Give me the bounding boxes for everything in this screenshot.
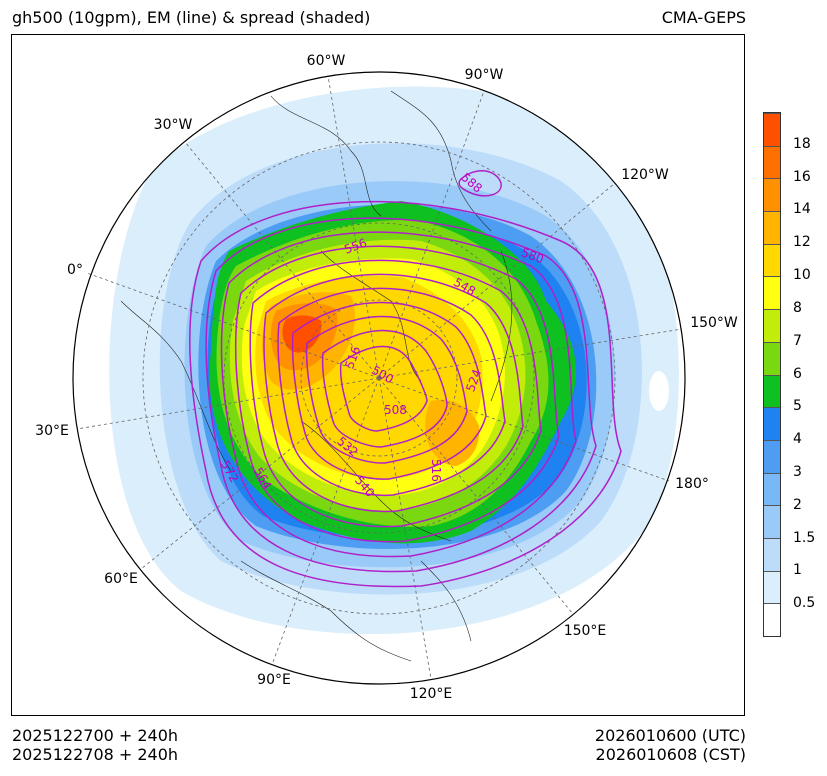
- model-name: CMA-GEPS: [661, 8, 746, 27]
- lon-label: 120°E: [410, 686, 453, 702]
- colorbar-tick-label: 6: [793, 365, 802, 382]
- contour-label: 508: [384, 403, 407, 417]
- colorbar-segment: [764, 603, 780, 636]
- longitude-labels: 60°W 90°W 30°W 120°W 0° 150°W 30°E 180° …: [35, 53, 738, 702]
- colorbar-segment: [764, 178, 780, 212]
- init-time: 2025122700 + 240h 2025122708 + 240h: [12, 726, 178, 764]
- colorbar-tick-label: 1.5: [793, 529, 816, 546]
- lon-label: 90°E: [257, 672, 291, 688]
- colorbar-segment: [764, 570, 780, 604]
- valid-time: 2026010600 (UTC) 2026010608 (CST): [595, 726, 746, 764]
- colorbar-tick-label: 10: [793, 267, 811, 284]
- colorbar-tick-label: 18: [793, 135, 811, 152]
- colorbar-segment: [764, 309, 780, 342]
- spread-shading: [73, 72, 685, 684]
- colorbar-segment: [764, 113, 780, 146]
- map-panel: 588 556 580 548 516 500 524 508 532 572 …: [11, 34, 745, 716]
- lon-label: 0°: [67, 262, 83, 278]
- colorbar-tick-label: 7: [793, 332, 802, 349]
- polar-map: 588 556 580 548 516 500 524 508 532 572 …: [35, 53, 738, 702]
- lon-label: 180°: [675, 476, 709, 492]
- colorbar-tick-label: 1: [793, 562, 802, 579]
- colorbar-tick-label: 2: [793, 496, 802, 513]
- colorbar-segment: [764, 407, 780, 440]
- colorbar-tick-label: 4: [793, 431, 802, 448]
- lon-label: 150°W: [690, 315, 738, 331]
- map-boundary: [72, 71, 686, 685]
- colorbar-tick-label: 5: [793, 398, 802, 415]
- colorbar-tick-label: 0.5: [793, 595, 816, 612]
- colorbar-segment: [764, 276, 780, 310]
- lon-label: 90°W: [465, 67, 504, 83]
- init-cst: 2025122708 + 240h: [12, 745, 179, 764]
- contour-label: 516: [429, 459, 443, 482]
- colorbar-segment: [764, 505, 780, 538]
- map-title: gh500 (10gpm), EM (line) & spread (shade…: [12, 8, 371, 27]
- colorbar-tick-label: 3: [793, 463, 802, 480]
- valid-utc: 2026010600 (UTC): [594, 726, 746, 745]
- valid-cst: 2026010608 (CST): [595, 745, 746, 764]
- lon-label: 30°E: [35, 423, 69, 439]
- lon-label: 60°E: [104, 571, 138, 587]
- init-utc: 2025122700 + 240h: [12, 726, 179, 745]
- lon-label: 60°W: [307, 53, 346, 69]
- colorbar-segment: [764, 243, 780, 277]
- colorbar-tick-label: 8: [793, 299, 802, 316]
- colorbar-tick-label: 12: [793, 234, 811, 251]
- colorbar-segment: [764, 374, 780, 408]
- lon-label: 150°E: [564, 623, 607, 639]
- colorbar: [763, 112, 781, 637]
- colorbar-tick-label: 14: [793, 201, 811, 218]
- colorbar-segment: [764, 472, 780, 506]
- lon-label: 120°W: [621, 167, 669, 183]
- colorbar-segment: [764, 145, 780, 179]
- colorbar-tick-label: 16: [793, 168, 811, 185]
- colorbar-segment: [764, 537, 780, 571]
- colorbar-segment: [764, 211, 780, 244]
- colorbar-segment: [764, 439, 780, 473]
- ensemble-mean-contours: [189, 170, 622, 588]
- lon-label: 30°W: [154, 117, 193, 133]
- colorbar-segment: [764, 341, 780, 375]
